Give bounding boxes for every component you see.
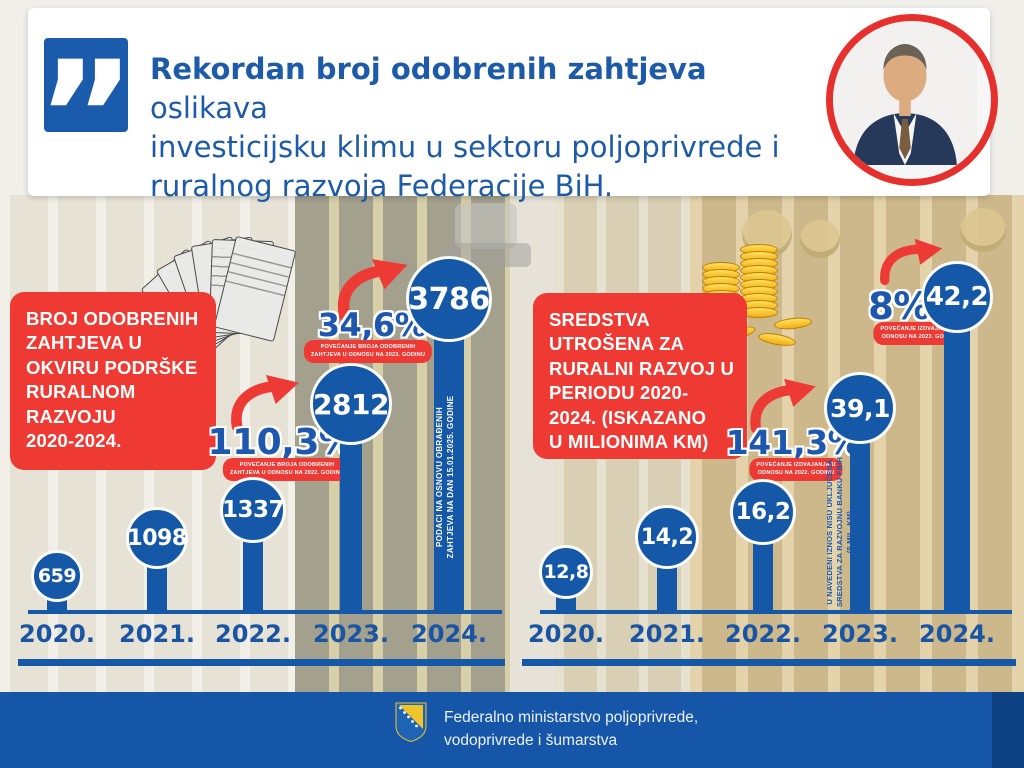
year-label: 2023.: [313, 620, 389, 648]
spokesperson-avatar: [833, 21, 977, 165]
chart-title-box-right: SREDSTVA UTROŠENA ZA RURALNI RAZVOJ U PE…: [533, 293, 747, 459]
year-label: 2022.: [725, 620, 801, 648]
growth-arrow-icon: [750, 378, 816, 434]
bar-stick: [243, 539, 263, 610]
ministry-logo: [395, 702, 427, 742]
year-label: 2024.: [919, 620, 995, 648]
year-label: 2022.: [215, 620, 291, 648]
footnote-vertical-right: U NAVEDENI IZNOS NISU UKLJUČENA SREDSTVA…: [825, 456, 855, 608]
growth-note-badge: POVEĆANJE BROJA ODOBRENIH ZAHTJEVA U ODN…: [303, 340, 433, 363]
growth-percent-label: 8%: [868, 285, 930, 328]
footnote-vertical-left: PODACI NA OSNOVU OBRAĐENIH ZAHTJEVA NA D…: [435, 395, 455, 559]
hay-bale-photo: [960, 208, 1006, 252]
quote-card: ” Rekordan broj odobrenih zahtjeva oslik…: [28, 8, 998, 203]
year-label: 2023.: [822, 620, 898, 648]
footer-bar: [0, 692, 1024, 768]
value-bubble: 14,2: [635, 505, 699, 569]
ministry-name: Federalno ministarstvo poljoprivrede, vo…: [444, 709, 699, 750]
growth-note-badge: POVEĆANJE BROJA ODOBRENIH ZAHTJEVA U ODN…: [222, 458, 352, 481]
bar-stick: [434, 336, 464, 610]
headline-bold: Rekordan broj odobrenih zahtjeva: [150, 52, 707, 86]
growth-note-badge: POVEĆANJE IZDVAJANJA U ODNOSU NA 2022. G…: [749, 458, 843, 481]
value-bubble: 42,2: [921, 261, 993, 333]
divider-line-right: [522, 659, 1016, 666]
value-bubble: 39,1: [824, 372, 896, 444]
value-bubble: 1098: [126, 507, 188, 569]
bar-stick: [850, 440, 870, 610]
quote-icon: ”: [44, 38, 128, 132]
bar-stick: [556, 595, 576, 610]
value-bubble: 12,8: [539, 545, 593, 599]
hay-bale-photo: [800, 220, 840, 258]
tractor-photo: [455, 203, 517, 249]
growth-arrow-icon: [231, 374, 299, 432]
footer-corner-block: [992, 692, 1024, 768]
headline-rest: oslikava investicijsku klimu u sektoru p…: [150, 90, 780, 203]
axis-line-right: [540, 610, 1012, 614]
year-label: 2020.: [528, 620, 604, 648]
divider-line-left: [18, 659, 505, 666]
bar-stick: [944, 328, 970, 610]
value-bubble: 3786: [406, 256, 492, 342]
quote-marks-glyph: ”: [44, 42, 128, 132]
year-label: 2021.: [119, 620, 195, 648]
axis-line-left: [28, 610, 502, 614]
spokesperson-photo: [826, 14, 998, 186]
chart-title-box-left: BROJ ODOBRENIH ZAHTJEVA U OKVIRU PODRŠKE…: [10, 292, 216, 470]
year-label: 2021.: [629, 620, 705, 648]
bar-stick: [340, 440, 362, 610]
value-bubble: 2812: [310, 363, 392, 445]
bar-stick: [147, 564, 167, 610]
growth-arrow-icon: [337, 259, 408, 322]
value-bubble: 1337: [220, 477, 286, 543]
year-label: 2024.: [411, 620, 487, 648]
value-bubble: 659: [31, 550, 83, 602]
bar-stick: [657, 564, 677, 610]
value-bubble: 16,2: [730, 479, 796, 545]
growth-arrow-icon: [880, 238, 943, 286]
bar-stick: [753, 540, 773, 610]
year-label: 2020.: [19, 620, 95, 648]
headline: Rekordan broj odobrenih zahtjeva oslikav…: [150, 50, 810, 205]
